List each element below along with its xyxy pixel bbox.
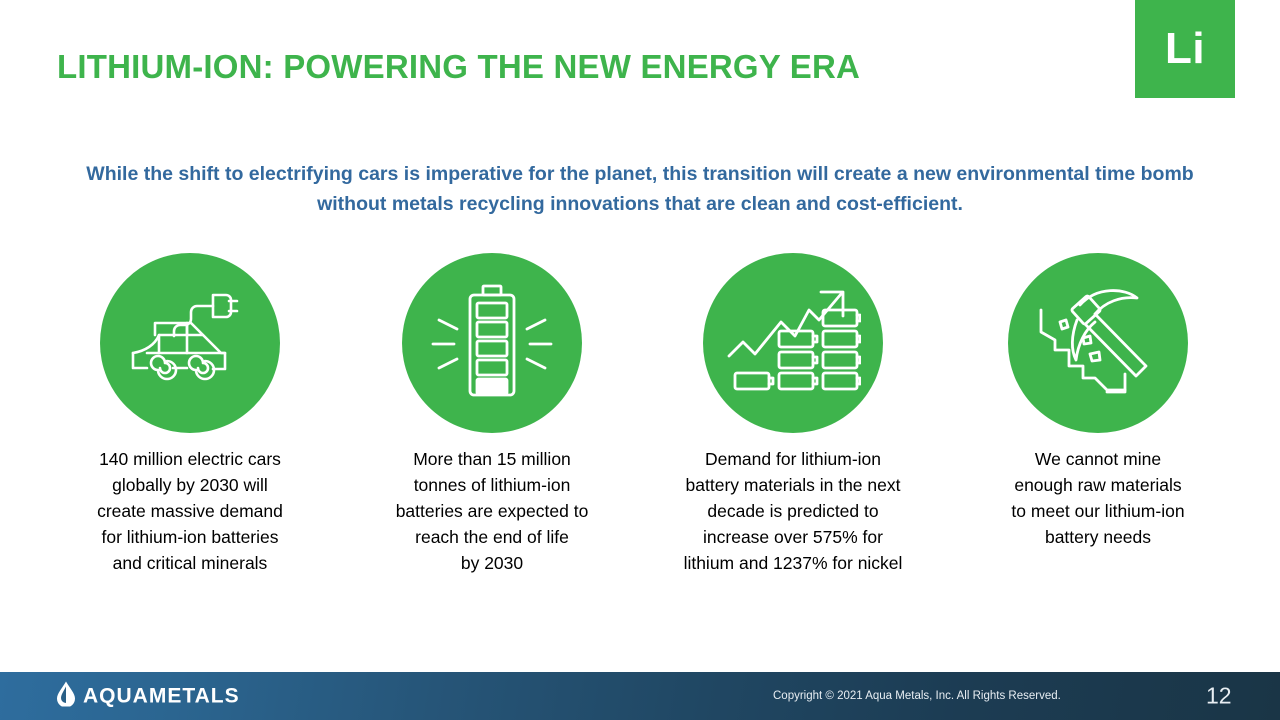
- page-title: LITHIUM-ION: POWERING THE NEW ENERGY ERA: [57, 48, 861, 85]
- lithium-badge-label: Li: [1164, 24, 1206, 73]
- mining-pickaxe-decline-icon: [1033, 278, 1163, 408]
- aquametals-logo: AQUAMETALS: [55, 681, 240, 712]
- water-drop-icon: [55, 681, 77, 712]
- electric-car-icon: [125, 283, 255, 403]
- aquametals-logo-text: AQUAMETALS: [83, 684, 240, 707]
- stat-column-electric-cars: 140 million electric cars globally by 20…: [40, 253, 340, 576]
- slide-footer: AQUAMETALS Copyright © 2021 Aqua Metals,…: [0, 672, 1280, 720]
- stat-caption: 140 million electric cars globally by 20…: [97, 449, 283, 573]
- lithium-element-badge: Li: [1135, 0, 1235, 98]
- icon-circle: [100, 253, 280, 433]
- rising-demand-chart-icon: [725, 280, 861, 406]
- stat-column-demand-growth: Demand for lithium-ion battery materials…: [643, 253, 943, 576]
- copyright-text: Copyright © 2021 Aqua Metals, Inc. All R…: [773, 690, 1061, 702]
- icon-circle: [402, 253, 582, 433]
- stat-caption: Demand for lithium-ion battery materials…: [683, 449, 903, 573]
- page-number: 12: [1206, 682, 1232, 709]
- icon-circle: [1008, 253, 1188, 433]
- stat-column-raw-materials: We cannot mine enough raw materials to m…: [948, 253, 1248, 550]
- stat-column-battery-eol: More than 15 million tonnes of lithium-i…: [342, 253, 642, 576]
- stat-caption: We cannot mine enough raw materials to m…: [1011, 449, 1185, 547]
- icon-circle: [703, 253, 883, 433]
- battery-charging-icon: [427, 280, 557, 406]
- stat-caption: More than 15 million tonnes of lithium-i…: [395, 449, 589, 573]
- slide-subtitle: While the shift to electrifying cars is …: [86, 163, 1194, 215]
